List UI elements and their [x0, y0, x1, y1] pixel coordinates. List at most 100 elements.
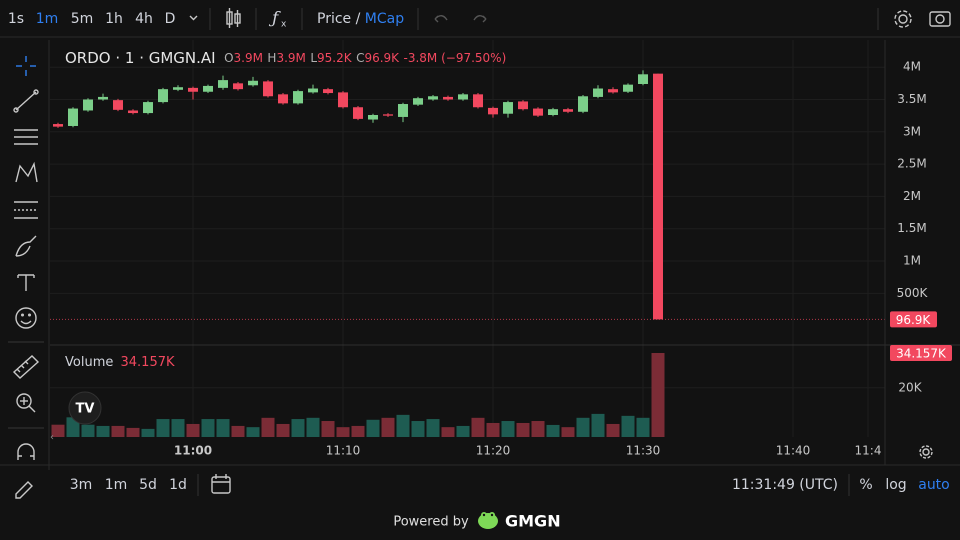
volume-bar — [306, 417, 320, 437]
interval-menu[interactable] — [189, 15, 198, 21]
horizontal-line-tool[interactable] — [14, 129, 38, 145]
interval-button[interactable]: D — [165, 11, 176, 27]
volume-bar — [516, 422, 530, 437]
indicators-button[interactable]: ƒ — [268, 9, 281, 29]
tradingview-logo[interactable]: TV — [68, 391, 102, 425]
volume-bar — [96, 425, 110, 437]
volume-bar — [276, 423, 290, 437]
text-tool[interactable] — [17, 274, 35, 291]
volume-bar — [126, 427, 140, 437]
volume-bar — [261, 417, 275, 437]
brand: GMGN — [505, 512, 561, 531]
x-tick-label: 11:00 — [174, 444, 212, 458]
pattern-tool[interactable] — [15, 161, 38, 183]
settings-button[interactable] — [894, 10, 912, 28]
volume-legend: Volume 34.157K — [65, 355, 175, 370]
volume-bar — [546, 424, 560, 437]
candle-body — [338, 92, 348, 108]
x-tick-label: 11:4 — [855, 444, 882, 458]
fib-tool[interactable] — [14, 201, 38, 219]
lock-tool[interactable] — [15, 481, 33, 499]
range-button[interactable]: 3m — [70, 477, 93, 493]
symbol: ORDO · 1 · GMGN.AI — [65, 49, 216, 67]
screenshot-button[interactable] — [929, 11, 951, 27]
candle-body — [158, 89, 168, 103]
volume-bar — [471, 417, 485, 437]
legend-change: -3.8M (−97.50%) — [404, 51, 507, 65]
trend-line-tool[interactable] — [13, 89, 39, 113]
axis-settings[interactable] — [919, 445, 933, 459]
volume-bar — [201, 419, 215, 437]
separator: / — [356, 11, 361, 27]
zoom-tool[interactable] — [16, 393, 36, 413]
volume-bar — [426, 419, 440, 437]
volume-value: 34.157K — [121, 355, 175, 370]
volume-bar — [171, 419, 185, 437]
candle-body — [98, 96, 108, 100]
volume-bar — [531, 421, 545, 437]
redo-button[interactable] — [473, 15, 487, 23]
interval-button[interactable]: 1h — [105, 11, 123, 27]
mcap-option[interactable]: MCap — [365, 11, 404, 27]
range-button[interactable]: 1m — [105, 477, 128, 493]
percent-toggle[interactable]: % — [859, 477, 872, 493]
volume-bar — [606, 423, 620, 437]
clock[interactable]: 11:31:49 (UTC) — [732, 477, 838, 493]
crosshair-tool[interactable] — [16, 56, 36, 76]
legend-label: O — [224, 51, 233, 65]
emoji-tool[interactable] — [15, 307, 37, 329]
interval-button[interactable]: 5m — [71, 11, 94, 27]
candle-body — [428, 96, 438, 100]
candle-body — [518, 101, 528, 110]
range-button[interactable]: 5d — [139, 477, 157, 493]
candle-body — [503, 102, 513, 114]
interval-button[interactable]: 1s — [8, 11, 24, 27]
axes: 500K 1M 1.5M 2M 2.5M 3M 3.5M 4M 20K 96.9K 34.157K — [890, 60, 952, 394]
log-toggle[interactable]: log — [885, 477, 906, 493]
volume-bar — [156, 419, 170, 437]
y-tick-label: 4M — [903, 60, 921, 74]
candle-body — [413, 98, 423, 105]
candle-body — [113, 100, 123, 110]
ruler-tool[interactable] — [12, 355, 40, 379]
price-toggle[interactable]: Price / MCap — [317, 11, 404, 27]
auto-toggle[interactable]: auto — [918, 477, 950, 493]
undo-button[interactable] — [434, 15, 448, 23]
candle-type-button[interactable] — [226, 8, 241, 28]
candle-body — [308, 88, 318, 93]
volume-bar — [561, 427, 575, 437]
volume-bar — [621, 415, 635, 437]
candle-body — [248, 80, 258, 86]
price-option[interactable]: Price — [317, 11, 351, 27]
candle-body — [203, 85, 213, 92]
volume-bar — [216, 419, 230, 437]
y-tick-label: 2M — [903, 189, 921, 203]
interval-button[interactable]: 4h — [135, 11, 153, 27]
y-tick-label: 2.5M — [897, 157, 926, 171]
y-tick-label: 3M — [903, 124, 921, 138]
y-tick-label: 3.5M — [897, 92, 926, 106]
indicators-button[interactable]: x — [281, 20, 287, 30]
gmgn-logo — [478, 512, 498, 529]
candle-body — [278, 94, 288, 104]
y-tick-label: 1.5M — [897, 221, 926, 235]
candle-body — [623, 84, 633, 92]
candle-body — [533, 108, 543, 116]
goto-date-button[interactable] — [211, 474, 231, 494]
volume-bar — [351, 425, 365, 437]
volume-bar — [381, 417, 395, 437]
volume-bar — [486, 422, 500, 437]
scroll-left[interactable]: ‹ — [50, 432, 54, 443]
brush-tool[interactable] — [15, 235, 37, 257]
interval-button[interactable]: 1m — [36, 11, 59, 27]
magnet-tool[interactable] — [17, 443, 35, 460]
y-tick-label: 500K — [897, 286, 929, 300]
volume-bar — [141, 428, 155, 437]
legend-label: L — [310, 51, 317, 65]
last-price-box — [890, 311, 937, 328]
candle-body — [323, 89, 333, 94]
candle-body — [188, 87, 198, 92]
range-button[interactable]: 1d — [169, 477, 187, 493]
candle-body — [593, 88, 603, 97]
